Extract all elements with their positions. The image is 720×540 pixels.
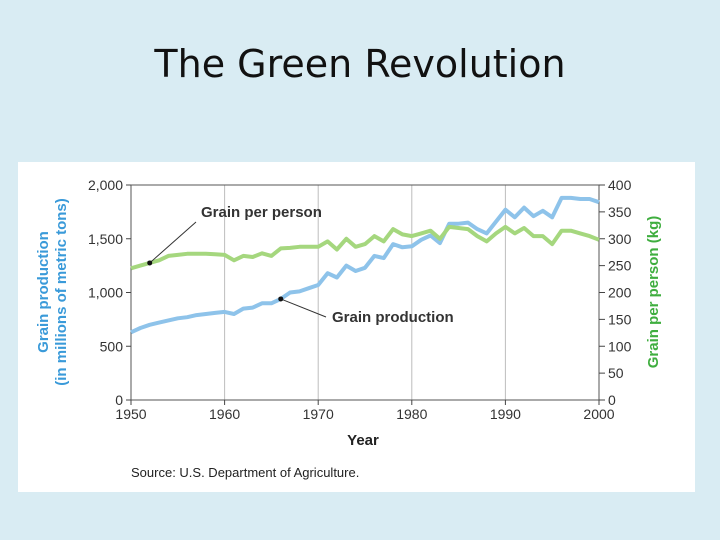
annotation-dot xyxy=(278,296,284,302)
chart-panel: 0 500 1,000 1,500 2,000 0 50 100 150 200 250 300 350… xyxy=(18,162,695,492)
y-axis-title-units: (in millions of metric tons) xyxy=(53,198,70,386)
slide-title: The Green Revolution xyxy=(154,42,566,86)
x-tick-label: 1980 xyxy=(396,406,427,422)
y2-tick-label: 300 xyxy=(608,231,632,247)
annotation-leader xyxy=(280,298,327,318)
x-tick-label: 1970 xyxy=(303,406,334,422)
y2-tick-label: 400 xyxy=(608,177,632,193)
y-tick-label: 2,000 xyxy=(88,177,123,193)
annotation-label: Grain production xyxy=(332,309,454,326)
x-tick-label: 1960 xyxy=(209,406,240,422)
y-axis-title: Grain production xyxy=(35,231,52,353)
y-tick-label: 1,500 xyxy=(88,231,123,247)
y2-axis-title: Grain per person (kg) xyxy=(645,216,662,369)
x-axis-title: Year xyxy=(347,432,379,449)
annotation-dot xyxy=(147,260,153,266)
y2-tick-label: 50 xyxy=(608,365,624,381)
y-tick-label: 500 xyxy=(100,338,124,354)
x-tick-label: 1990 xyxy=(490,406,521,422)
chart-svg: 0 500 1,000 1,500 2,000 0 50 100 150 200 250 300 350… xyxy=(35,177,662,480)
series-line-grain-per-person xyxy=(130,224,600,271)
source-note: Source: U.S. Department of Agriculture. xyxy=(131,465,359,480)
y2-tick-label: 0 xyxy=(608,392,616,408)
annotation-label: Grain per person xyxy=(201,204,322,221)
x-tick-label: 2000 xyxy=(583,406,614,422)
y2-tick-label: 200 xyxy=(608,285,632,301)
y2-tick-label: 150 xyxy=(608,311,632,327)
y2-tick-label: 350 xyxy=(608,204,632,220)
x-tick-label: 1950 xyxy=(115,406,146,422)
y-tick-label: 0 xyxy=(115,392,123,408)
y-tick-label: 1,000 xyxy=(88,285,123,301)
annotation-leader xyxy=(149,221,197,264)
y2-tick-label: 100 xyxy=(608,338,632,354)
y2-tick-label: 250 xyxy=(608,258,632,274)
series-line-grain-production xyxy=(130,195,600,335)
